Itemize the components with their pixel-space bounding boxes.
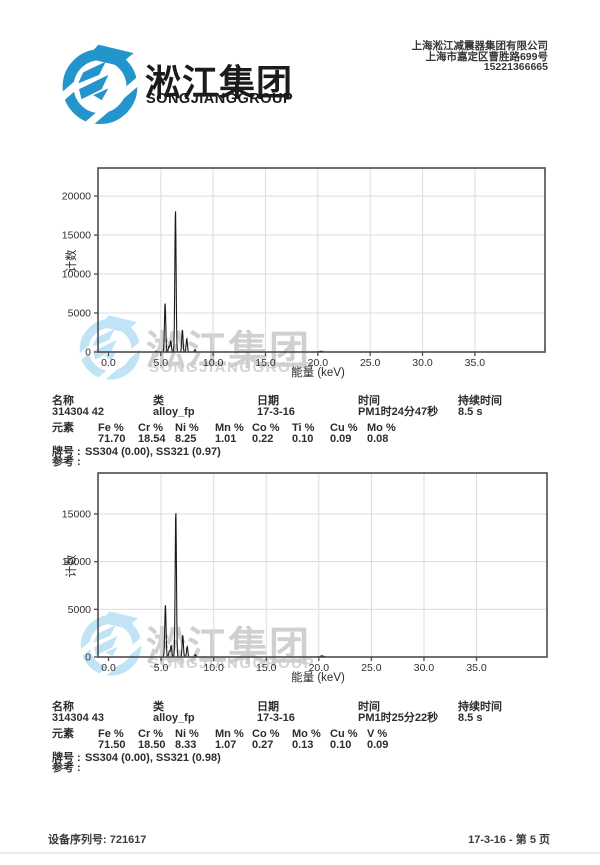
element-value: 1.07 [215, 739, 237, 751]
sample-class: alloy_fp [153, 406, 195, 418]
elements-label: 元素 [52, 728, 74, 740]
sample-class: alloy_fp [153, 712, 195, 724]
sample-time: PM1时24分47秒 [358, 406, 439, 418]
sample-name: 314304 43 [52, 712, 104, 724]
chart2-x-axis-label: 能量 (keV) [291, 672, 345, 684]
chart1-x-axis-label: 能量 (keV) [291, 367, 345, 379]
watermark-logo-2 [77, 610, 145, 683]
watermark-logo-1 [76, 314, 144, 387]
company-name: 上海淞江减震器集团有限公司 [411, 40, 549, 52]
element-symbol: Fe % [98, 422, 124, 434]
element-symbol: Fe % [98, 728, 124, 740]
element-value: 0.13 [292, 739, 314, 751]
element-value: 0.27 [252, 739, 274, 751]
element-symbol: Mn % [215, 728, 244, 740]
sample-date: 17-3-16 [257, 712, 295, 724]
element-value: 0.10 [292, 433, 314, 445]
sample-name: 314304 42 [52, 406, 104, 418]
element-value: 0.22 [252, 433, 274, 445]
element-symbol: Ni % [175, 422, 199, 434]
element-symbol: Co % [252, 422, 280, 434]
element-value: 18.54 [138, 433, 166, 445]
reference-label: 参考 : [52, 456, 81, 468]
chart2-y-axis-label: 计数 [66, 554, 78, 578]
svg-text:20000: 20000 [62, 191, 91, 203]
sample-time: PM1时25分22秒 [358, 712, 439, 724]
svg-text:35.0: 35.0 [465, 357, 486, 369]
chart1-y-axis-label: 计数 [66, 249, 78, 273]
field-label: 名称 [52, 701, 74, 713]
svg-text:15000: 15000 [62, 508, 91, 520]
svg-text:35.0: 35.0 [466, 662, 487, 674]
element-symbol: Ni % [175, 728, 199, 740]
field-label: 持续时间 [458, 701, 502, 713]
field-label: 日期 [257, 701, 279, 713]
page-number: 17-3-16 - 第 5 页 [468, 834, 550, 846]
element-symbol: Cr % [138, 422, 164, 434]
element-value: 8.33 [175, 739, 197, 751]
element-symbol: V % [367, 728, 388, 740]
field-label: 名称 [52, 395, 74, 407]
element-symbol: Cu % [330, 728, 358, 740]
company-info: 上海淞江减震器集团有限公司 上海市嘉定区曹胜路699号 15221366665 [412, 41, 549, 73]
element-value: 0.10 [330, 739, 352, 751]
element-value: 71.70 [98, 433, 126, 445]
field-label: 类 [153, 701, 164, 713]
grade-label: 牌号 : [52, 752, 81, 764]
sample-duration: 8.5 s [458, 712, 483, 724]
grade-label: 牌号 : [52, 446, 81, 458]
element-value: 8.25 [175, 433, 197, 445]
field-label: 持续时间 [458, 395, 502, 407]
company-phone: 15221366665 [483, 61, 548, 73]
result-block-2: 名称 类 日期 时间 持续时间 314304 43 alloy_fp 17-3-… [0, 702, 600, 780]
element-symbol: Mo % [292, 728, 321, 740]
element-symbol: Co % [252, 728, 280, 740]
element-value: 18.50 [138, 739, 166, 751]
device-serial: 设备序列号: 721617 [48, 834, 147, 846]
watermark-text-en-2: SONGJIANGGROUP [149, 655, 316, 672]
element-value: 71.50 [98, 739, 126, 751]
element-value: 0.08 [367, 433, 389, 445]
field-label: 类 [153, 395, 164, 407]
element-symbol: Cr % [138, 728, 164, 740]
result-block-1: 名称 类 日期 时间 持续时间 314304 42 alloy_fp 17-3-… [0, 396, 600, 474]
grade-value: SS304 (0.00), SS321 (0.98) [85, 752, 221, 764]
company-address: 上海市嘉定区曹胜路699号 [425, 50, 548, 63]
elements-label: 元素 [52, 422, 74, 434]
scan-edge-line [0, 852, 600, 854]
element-value: 0.09 [330, 433, 352, 445]
songjiang-logo-icon [58, 43, 142, 127]
reference-label: 参考 : [52, 762, 81, 774]
element-symbol: Ti % [292, 422, 315, 434]
svg-text:30.0: 30.0 [414, 662, 435, 674]
sample-date: 17-3-16 [257, 406, 295, 418]
grade-value: SS304 (0.00), SS321 (0.97) [85, 446, 221, 458]
watermark-text-en-1: SONGJIANGGROUP [149, 359, 316, 376]
element-symbol: Cu % [330, 422, 358, 434]
brand-name-cn: 淞江集团 [145, 62, 294, 103]
field-label: 时间 [358, 701, 380, 713]
element-symbol: Mn % [215, 422, 244, 434]
element-symbol: Mo % [367, 422, 396, 434]
brand-name-en: SONGJIANGGROUP [146, 91, 294, 107]
field-label: 时间 [358, 395, 380, 407]
svg-text:30.0: 30.0 [412, 357, 433, 369]
field-label: 日期 [257, 395, 279, 407]
element-value: 1.01 [215, 433, 237, 445]
element-value: 0.09 [367, 739, 389, 751]
sample-duration: 8.5 s [458, 406, 483, 418]
